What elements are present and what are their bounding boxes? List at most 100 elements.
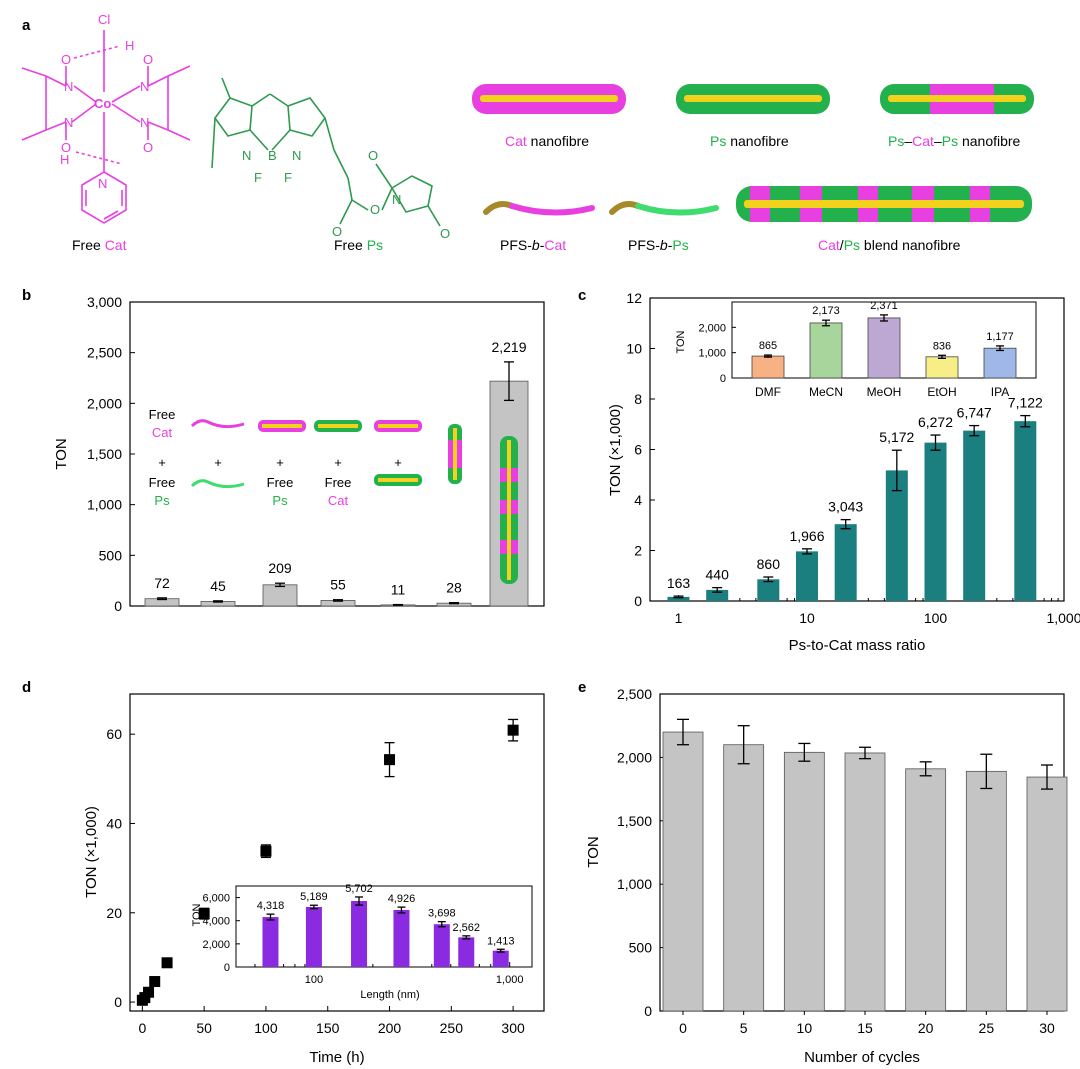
ps-molecule xyxy=(211,77,441,227)
chart-c-bar xyxy=(757,579,780,601)
cond4-cat: Cat xyxy=(328,493,349,508)
chart-b-value-label: 11 xyxy=(391,582,406,598)
cond1-free-ps-word: Free xyxy=(149,475,176,490)
chart-c-ytick-label: 10 xyxy=(626,341,642,357)
atom-o4: O xyxy=(143,140,153,155)
chart-c-ytick-label: 4 xyxy=(634,492,642,508)
chart-e-bar xyxy=(662,731,704,1012)
chart-c-bar xyxy=(1014,421,1037,601)
chart-e-ytick-label: 1,500 xyxy=(617,813,652,829)
chart-e-xtick-label: 5 xyxy=(740,1020,748,1036)
chart-d-inset-xlabel: Length (nm) xyxy=(360,989,419,1001)
chart-c-bar xyxy=(796,551,819,601)
atom-co: Co xyxy=(94,96,111,111)
chart-b-ytick-label: 0 xyxy=(114,598,122,614)
chart-b-ytick-label: 1,000 xyxy=(87,497,122,513)
chart-d-frame xyxy=(129,693,545,1012)
chart-b-ytick-label: 500 xyxy=(99,547,123,563)
chart-c-bar xyxy=(706,589,729,601)
chart-c-inset-bar xyxy=(925,356,959,379)
ps-molecule-atoms: N B N F F O O N O O xyxy=(242,148,450,241)
chart-d-xtick-label: 0 xyxy=(138,1020,146,1036)
atom-o2: O xyxy=(143,52,153,67)
atom-b: B xyxy=(268,148,277,163)
icon-ps-fibre-4 xyxy=(314,420,362,432)
chart-c-inset-value-label: 2,371 xyxy=(870,300,898,312)
chart-d-inset-bar xyxy=(433,924,450,967)
chart-d-inset-value-label: 5,702 xyxy=(345,883,373,895)
icon-pcp-fibre-vertical xyxy=(448,424,462,484)
chart-d-inset-ytick-label: 6,000 xyxy=(202,893,230,905)
panel-b-label: b xyxy=(22,287,31,304)
panel-a: a xyxy=(21,12,1034,253)
blend-nanofibre-label: Cat/Ps blend nanofibre xyxy=(818,237,961,253)
chart-c-inset-value-label: 1,177 xyxy=(986,331,1014,343)
chart-b: 0 500 1,000 1,500 2,000 2,500 3,000 TON 72 45 209 5… xyxy=(53,294,545,614)
chart-e-bar xyxy=(783,751,825,1012)
atom-o-ester: O xyxy=(370,202,380,217)
chart-e-ytick-label: 0 xyxy=(644,1003,652,1019)
chart-d-inset-value-label: 2,562 xyxy=(452,922,480,934)
chart-b-ylabel: TON xyxy=(53,438,70,469)
chart-b-value-label: 28 xyxy=(446,580,462,596)
chart-d-xtick-label: 200 xyxy=(378,1020,402,1036)
chart-c-inset-category-label: EtOH xyxy=(927,385,956,399)
cond3-ps: Ps xyxy=(272,493,288,508)
chart-d-inset-ylabel: TON xyxy=(191,903,203,926)
atom-n2: N xyxy=(140,79,149,94)
chart-e-ytick-label: 500 xyxy=(629,940,653,956)
chart-b-value-label: 209 xyxy=(268,560,292,576)
cond1-ps: Ps xyxy=(154,493,170,508)
panel-b-icons xyxy=(190,419,518,584)
atom-n3: N xyxy=(64,115,73,130)
free-cat-label: Free Cat xyxy=(72,237,127,253)
panel-c-label: c xyxy=(578,287,586,304)
chart-c-inset-ytick-label: 2,000 xyxy=(698,322,726,334)
chart-d-point xyxy=(384,754,396,766)
cond5-plus: + xyxy=(394,455,402,470)
chart-e-bar xyxy=(905,768,947,1012)
chart-c-bar xyxy=(924,442,947,601)
chart-d-xlabel: Time (h) xyxy=(309,1049,364,1066)
ps-nanofibre xyxy=(676,84,830,114)
chart-d-inset-bar xyxy=(492,950,509,967)
chart-b-value-label: 55 xyxy=(330,577,346,593)
chart-c-ytick-label: 0 xyxy=(634,593,642,609)
chart-d-inset-bar xyxy=(458,937,475,967)
panel-a-label: a xyxy=(22,17,31,34)
chart-d-inset-ytick-label: 0 xyxy=(224,962,230,974)
chart-c-inset-value-label: 836 xyxy=(933,340,951,352)
chart-c-inset-value-label: 2,173 xyxy=(812,305,840,317)
chart-c-inset-ytick-label: 1,000 xyxy=(698,348,726,360)
chart-d-inset-value-label: 4,318 xyxy=(257,900,285,912)
chart-c-ytick-label: 6 xyxy=(634,442,642,458)
chart-c-xtick-label: 100 xyxy=(924,610,948,626)
chart-d-inset-value-label: 5,189 xyxy=(300,891,328,903)
chart-e-ytick-label: 1,000 xyxy=(617,876,652,892)
chart-e-bar xyxy=(965,770,1007,1012)
chart-c-inset-category-label: DMF xyxy=(755,385,781,399)
chart-d-point xyxy=(149,976,161,988)
chart-d-inset-xtick-label: 100 xyxy=(305,974,323,986)
ps-nanofibre-label: Ps nanofibre xyxy=(710,133,789,149)
chart-c-inset-bar xyxy=(809,322,843,379)
chart-c: 0 2 4 6 8 10 12 1 10 100 1,000 Ps-to-Cat mass ratio… xyxy=(607,290,1080,654)
chart-d-point xyxy=(143,986,155,998)
atom-f2: F xyxy=(284,170,292,185)
chart-d-ylabel: TON (×1,000) xyxy=(83,806,100,898)
pfs-b-ps-polymer xyxy=(609,201,719,216)
panel-b: b 0 500 1,000 1,500 2,000 2,500 3,000 TON 72 45 20… xyxy=(22,287,545,614)
chart-b-ytick-label: 2,000 xyxy=(87,395,122,411)
chart-c-xlabel: Ps-to-Cat mass ratio xyxy=(789,637,926,654)
panel-d-label: d xyxy=(22,679,31,696)
atom-cl: Cl xyxy=(98,12,110,27)
chart-e-bar xyxy=(844,752,886,1012)
chart-b-ytick-label: 1,500 xyxy=(87,446,122,462)
atom-n4: N xyxy=(140,115,149,130)
cond1-plus: + xyxy=(158,455,166,470)
chart-d-inset-value-label: 4,926 xyxy=(388,893,416,905)
cond4-free-word: Free xyxy=(325,475,352,490)
atom-n-bodipy2: N xyxy=(292,148,301,163)
chart-c-inset-bar xyxy=(751,355,785,379)
